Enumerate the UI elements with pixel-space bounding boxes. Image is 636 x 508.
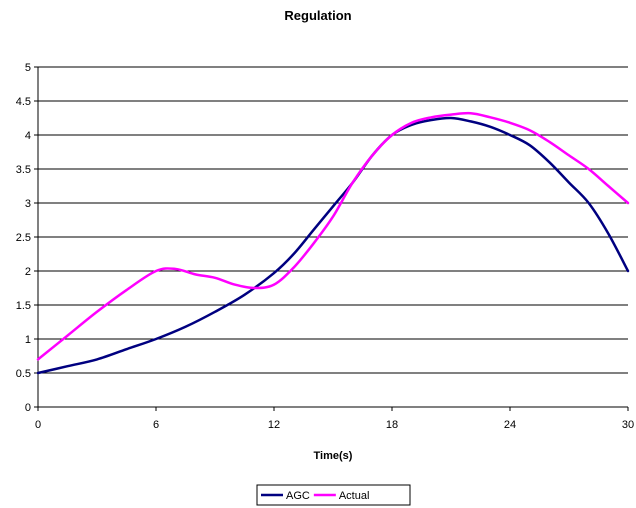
y-tick-label: 4.5 <box>16 96 31 108</box>
axes <box>37 67 628 408</box>
y-tick-label: 2 <box>25 266 31 278</box>
series-line-agc <box>36 116 630 375</box>
chart-title: Regulation <box>284 8 351 23</box>
y-tick-label: 2.5 <box>16 232 31 244</box>
x-axis-ticks: 0 6 12 18 24 30 <box>35 407 634 431</box>
x-tick-label: 24 <box>504 419 516 431</box>
y-axis-ticks: 0 0.5 1 1.5 2 2.5 3 3.5 4 4.5 5 <box>16 62 38 414</box>
legend-label-actual: Actual <box>339 490 370 502</box>
legend: AGC Actual <box>256 484 411 506</box>
y-tick-label: 3.5 <box>16 164 31 176</box>
y-tick-label: 0.5 <box>16 368 31 380</box>
grid-lines <box>38 66 628 408</box>
x-axis-label: Time(s) <box>314 450 353 462</box>
y-tick-label: 3 <box>25 198 31 210</box>
series-group <box>36 111 630 375</box>
x-tick-label: 12 <box>268 419 280 431</box>
y-tick-label: 0 <box>25 402 31 414</box>
y-tick-label: 1 <box>25 334 31 346</box>
x-tick-label: 30 <box>622 419 634 431</box>
legend-label-agc: AGC <box>286 490 310 502</box>
x-tick-label: 18 <box>386 419 398 431</box>
x-tick-label: 0 <box>35 419 41 431</box>
y-tick-label: 4 <box>25 130 31 142</box>
x-tick-label: 6 <box>153 419 159 431</box>
series-line-actual <box>36 111 630 361</box>
y-tick-label: 1.5 <box>16 300 31 312</box>
y-tick-label: 5 <box>25 62 31 74</box>
